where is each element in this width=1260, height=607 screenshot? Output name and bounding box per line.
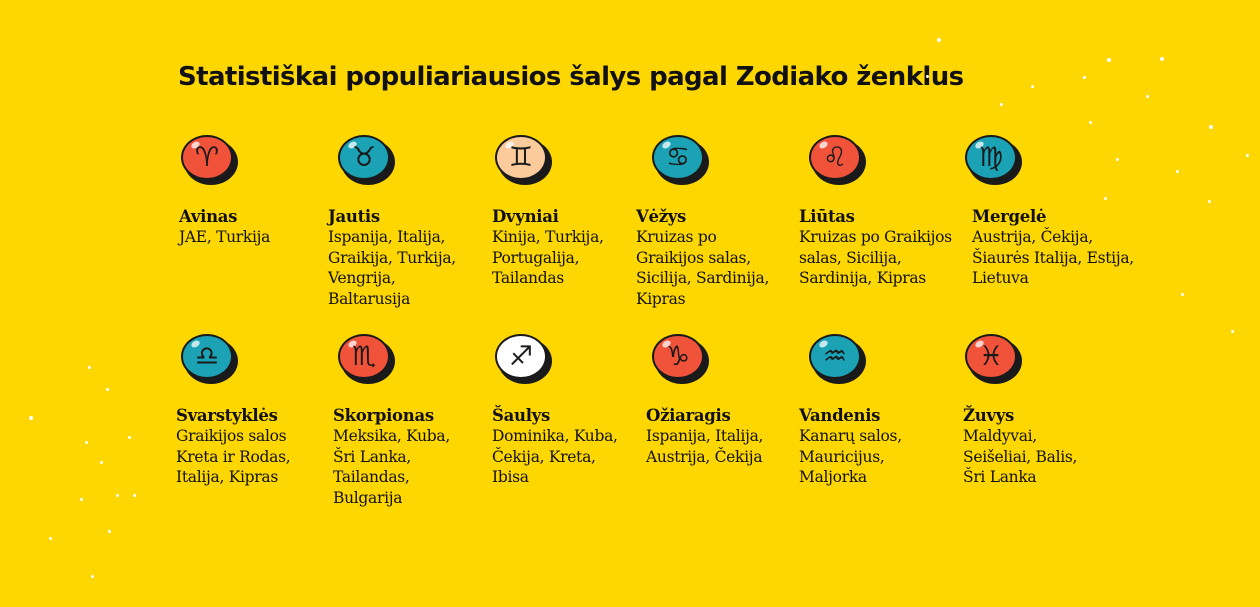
cancer-icon: ♋ [665,142,691,173]
virgo-icon: ♍ [978,142,1004,173]
star-dot [1146,95,1149,98]
page-title: Statistiškai populiariausios šalys pagal… [178,62,964,92]
star-dot [108,530,111,533]
scorpio-icon: ♏ [351,341,377,372]
star-dot [116,494,119,497]
zodiac-badge: ♑ [652,334,710,384]
capricorn-icon: ♑ [665,341,691,372]
sign-name: Dvyniai [492,207,559,226]
star-dot [1176,170,1179,173]
aquarius-icon: ♒ [822,341,848,372]
star-dot [1246,154,1249,157]
star-dot [133,494,136,497]
zodiac-badge: ♍ [965,135,1023,185]
sign-countries: Dominika, Kuba, Čekija, Kreta, Ibisa [492,427,618,486]
sign-name: Žuvys [963,406,1015,425]
star-dot [128,436,131,439]
zodiac-item: ♍ Mergelė Austrija, Čekija, Šiaurės Italij… [965,135,1165,289]
sign-name: Šaulys [492,406,550,425]
zodiac-badge: ♏ [338,334,396,384]
sign-name: Vėžys [636,207,687,226]
sagittarius-icon: ♐ [508,341,534,372]
star-dot [937,38,941,42]
sign-name: Ožiaragis [646,406,731,425]
zodiac-badge: ♊ [495,135,553,185]
zodiac-badge: ♓ [965,334,1023,384]
zodiac-badge: ♎ [181,334,239,384]
sign-name: Skorpionas [333,406,434,425]
zodiac-item: ♑ Ožiaragis Ispanija, Italija, Austrija, Č… [646,334,852,467]
star-dot [1089,121,1092,124]
star-dot [926,75,929,78]
zodiac-badge: ♋ [652,135,710,185]
zodiac-item: ♋ Vėžys Kruizas po Graikijos salas, Sicili… [636,135,852,309]
star-dot [1107,58,1111,62]
zodiac-badge: ♌ [809,135,867,185]
sign-countries: Kanarų salos, Mauricijus, Maljorka [799,427,902,486]
sign-countries: Ispanija, Italija, Graikija, Turkija, Ve… [328,228,456,308]
star-dot [1031,85,1034,88]
star-dot [1000,103,1003,106]
sign-countries: Maldyvai, Seišeliai, Balis, Šri Lanka [963,427,1078,486]
zodiac-item: ♊ Dvyniai Kinija, Turkija, Portugalija, Ta… [492,135,695,289]
sign-countries: Kruizas po Graikijos salas, Sicilija, Sa… [799,228,952,287]
sign-name: Svarstyklės [176,406,278,425]
aries-icon: ♈ [194,142,220,173]
star-dot [1160,57,1164,61]
sign-countries: JAE, Turkija [179,228,271,246]
star-dot [91,575,94,578]
star-dot [80,498,83,501]
sign-countries: Austrija, Čekija, Šiaurės Italija, Estij… [972,228,1134,287]
taurus-icon: ♉ [351,142,377,173]
star-dot [1116,158,1119,161]
zodiac-item: ♏ Skorpionas Meksika, Kuba, Šri Lanka, Tai… [333,334,538,508]
star-dot [29,416,33,420]
zodiac-item: ♈ Avinas JAE, Turkija [179,135,381,248]
sign-countries: Ispanija, Italija, Austrija, Čekija [646,427,764,466]
star-dot [85,441,88,444]
zodiac-item: ♌ Liūtas Kruizas po Graikijos salas, Sicil… [799,135,1009,289]
star-dot [49,537,52,540]
zodiac-badge: ♐ [495,334,553,384]
sign-countries: Kinija, Turkija, Portugalija, Tailandas [492,228,604,287]
zodiac-item: ♐ Šaulys Dominika, Kuba, Čekija, Kreta, Ib… [492,334,695,488]
sign-name: Jautis [328,207,380,226]
zodiac-item: ♉ Jautis Ispanija, Italija, Graikija, Turk… [328,135,538,309]
sign-name: Mergelė [972,207,1047,226]
star-dot [1181,293,1184,296]
zodiac-badge: ♉ [338,135,396,185]
zodiac-badge: ♒ [809,334,867,384]
star-dot [1209,125,1213,129]
star-dot [1083,76,1086,79]
star-dot [1208,200,1211,203]
star-dot [106,388,109,391]
zodiac-badge: ♈ [181,135,239,185]
sign-countries: Meksika, Kuba, Šri Lanka, Tailandas, Bul… [333,427,450,507]
zodiac-item: ♎ Svarstyklės Graikijos salos Kreta ir Rod… [176,334,381,488]
sign-name: Avinas [179,207,238,226]
star-dot [100,461,103,464]
star-dot [1104,197,1107,200]
gemini-icon: ♊ [508,142,534,173]
sign-name: Liūtas [799,207,855,226]
libra-icon: ♎ [194,341,220,372]
sign-name: Vandenis [799,406,881,425]
star-dot [88,366,91,369]
leo-icon: ♌ [822,142,848,173]
sign-countries: Graikijos salos Kreta ir Rodas, Italija,… [176,427,291,486]
zodiac-item: ♓ Žuvys Maldyvai, Seišeliai, Balis, Šri La… [963,334,1165,488]
star-dot [1231,330,1234,333]
zodiac-item: ♒ Vandenis Kanarų salos, Mauricijus, Maljo… [799,334,1009,488]
sign-countries: Kruizas po Graikijos salas, Sicilija, Sa… [636,228,770,308]
pisces-icon: ♓ [978,341,1004,372]
